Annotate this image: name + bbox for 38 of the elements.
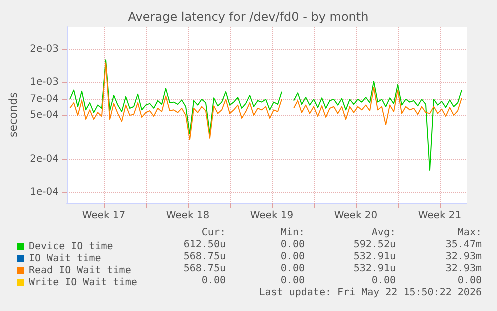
y-tick-label: 5e-04: [30, 110, 59, 122]
text: 568.75u: [184, 252, 226, 262]
text: 612.50u: [184, 240, 226, 250]
y-tick-label: 1e-04: [30, 186, 59, 198]
text: 32.93m: [446, 252, 482, 262]
text: Max:: [458, 228, 482, 238]
y-tick-label: 2e-04: [30, 154, 59, 165]
text: 0.00: [458, 276, 482, 286]
x-tick-label: Week 18: [166, 210, 210, 222]
y-tick-label: 7e-04: [30, 94, 59, 106]
text: 592.52u: [354, 240, 396, 250]
text: Min:: [280, 228, 305, 238]
chart-title: Average latency for /dev/fd0 - by month: [128, 10, 369, 24]
text: 532.91u: [354, 252, 396, 262]
legend-label: Write IO Wait time: [29, 278, 138, 288]
text: 32.93m: [446, 264, 482, 274]
text: 568.75u: [184, 264, 226, 274]
text: Last update: Fri May 22 15:50:22 2026: [259, 288, 482, 298]
x-tick-label: Week 17: [82, 210, 126, 222]
text: Avg:: [372, 228, 396, 238]
text: 35.47m: [446, 240, 482, 250]
text: 532.91u: [354, 264, 396, 274]
x-tick-label: Week 21: [418, 210, 462, 222]
y-tick-label: 2e-03: [30, 44, 59, 55]
text: 0.00: [202, 276, 226, 286]
text: 0.00: [372, 276, 396, 286]
text: 0.00: [280, 276, 305, 286]
text: 0.00: [280, 252, 305, 262]
legend-label: IO Wait time: [29, 254, 102, 264]
legend-label: Read IO Wait time: [29, 266, 132, 276]
text: 0.00: [280, 240, 305, 250]
x-tick-label: Week 20: [334, 210, 378, 222]
y-axis-title: seconds: [7, 92, 20, 138]
x-tick-label: Week 19: [250, 210, 294, 222]
text: Cur:: [202, 228, 226, 238]
y-tick-label: 1e-03: [30, 76, 59, 88]
legend-label: Device IO time: [29, 242, 114, 252]
text: 0.00: [280, 264, 305, 274]
